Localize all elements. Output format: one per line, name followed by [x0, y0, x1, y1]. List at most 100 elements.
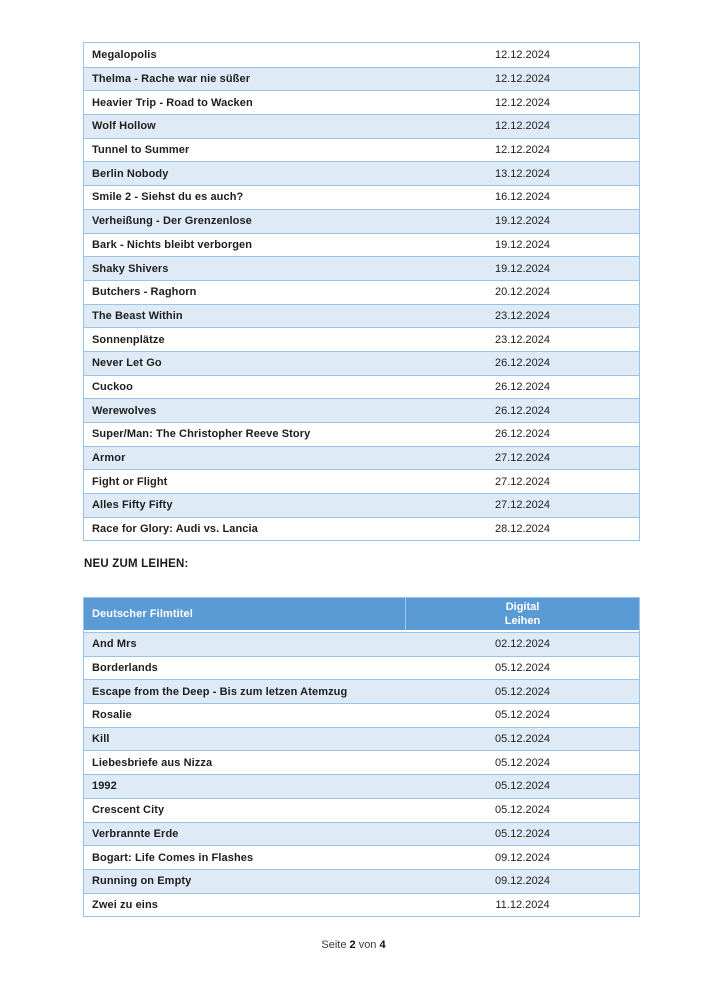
- footer-page-label: Seite: [321, 939, 347, 951]
- film-title: Rosalie: [92, 709, 132, 722]
- release-date: 13.12.2024: [494, 167, 551, 180]
- film-title: Smile 2 - Siehst du es auch?: [92, 191, 244, 204]
- release-date: 05.12.2024: [494, 709, 551, 722]
- rental-table: Deutscher Filmtitel Digital Leihen And M…: [83, 597, 640, 918]
- table-row: Thelma - Rache war nie süßer 12.12.2024: [84, 66, 639, 91]
- table-row: Cuckoo 26.12.2024: [84, 374, 639, 399]
- film-title: 1992: [92, 780, 117, 793]
- table-row: Smile 2 - Siehst du es auch? 16.12.2024: [84, 185, 639, 209]
- film-title: Tunnel to Summer: [92, 144, 190, 157]
- table-row: And Mrs 02.12.2024: [84, 632, 639, 656]
- table-row: The Beast Within 23.12.2024: [84, 303, 639, 328]
- release-date: 26.12.2024: [494, 428, 551, 441]
- film-title: Verheißung - Der Grenzenlose: [92, 215, 252, 228]
- release-date: 05.12.2024: [494, 780, 551, 793]
- table-row: Race for Glory: Audi vs. Lancia 28.12.202…: [84, 516, 639, 541]
- table-row: Zwei zu eins 11.12.2024: [84, 892, 639, 917]
- release-dates-table: Megalopolis 12.12.2024 Thelma - Rache war …: [83, 42, 640, 542]
- film-title: Bogart: Life Comes in Flashes: [92, 851, 254, 864]
- release-date: 12.12.2024: [494, 48, 551, 61]
- release-date: 27.12.2024: [494, 499, 551, 512]
- release-date: 02.12.2024: [494, 638, 551, 651]
- table-row: Kill 05.12.2024: [84, 726, 639, 751]
- film-title: Super/Man: The Christopher Reeve Story: [92, 428, 311, 441]
- release-date: 16.12.2024: [494, 191, 551, 204]
- film-title: Running on Empty: [92, 875, 192, 888]
- release-date: 26.12.2024: [494, 380, 551, 393]
- table-row: Wolf Hollow 12.12.2024: [84, 114, 639, 138]
- table-row: Fight or Flight 27.12.2024: [84, 469, 639, 494]
- table-row: Alles Fifty Fifty 27.12.2024: [84, 493, 639, 517]
- release-date: 05.12.2024: [494, 685, 551, 698]
- column-header-digital-line2: Leihen: [504, 615, 541, 627]
- release-date: 05.12.2024: [494, 827, 551, 840]
- table-row: Verbrannte Erde 05.12.2024: [84, 821, 639, 846]
- table-row: Super/Man: The Christopher Reeve Story 26…: [84, 422, 639, 446]
- release-date: 19.12.2024: [494, 215, 551, 228]
- release-date: 19.12.2024: [494, 262, 551, 275]
- film-title: Never Let Go: [92, 357, 162, 370]
- table-row: Running on Empty 09.12.2024: [84, 868, 639, 893]
- release-date: 11.12.2024: [495, 898, 550, 911]
- film-title: Fight or Flight: [92, 475, 168, 488]
- film-title: Butchers - Raghorn: [92, 286, 197, 299]
- film-title: Alles Fifty Fifty: [92, 499, 173, 512]
- film-title: Liebesbriefe aus Nizza: [92, 756, 213, 769]
- page-footer: Seite 2 von 4: [0, 939, 707, 951]
- release-date: 19.12.2024: [494, 238, 551, 251]
- table-row: Bark - Nichts bleibt verborgen 19.12.2024: [84, 232, 639, 257]
- table-row: Heavier Trip - Road to Wacken 12.12.2024: [84, 90, 639, 115]
- table-row: Borderlands 05.12.2024: [84, 655, 639, 680]
- film-title: Escape from the Deep - Bis zum letzen At…: [92, 685, 348, 698]
- table-row: Butchers - Raghorn 20.12.2024: [84, 279, 639, 304]
- release-date: 05.12.2024: [494, 804, 551, 817]
- film-title: And Mrs: [92, 638, 137, 651]
- film-title: Shaky Shivers: [92, 262, 169, 275]
- rental-table-body: And Mrs 02.12.2024 Borderlands 05.12.2024 Es…: [84, 632, 639, 917]
- rental-table-header: Deutscher Filmtitel Digital Leihen: [84, 598, 639, 632]
- table-row: Bogart: Life Comes in Flashes 09.12.2024: [84, 845, 639, 869]
- footer-total-pages: 4: [379, 939, 386, 951]
- film-title: Crescent City: [92, 804, 165, 817]
- release-date: 23.12.2024: [494, 333, 551, 346]
- film-title: Borderlands: [92, 662, 158, 675]
- release-date: 09.12.2024: [494, 851, 551, 864]
- release-date: 05.12.2024: [494, 756, 551, 769]
- film-title: Bark - Nichts bleibt verborgen: [92, 238, 253, 251]
- table-row: Werewolves 26.12.2024: [84, 398, 639, 422]
- release-date: 12.12.2024: [494, 120, 551, 133]
- release-date: 12.12.2024: [494, 96, 551, 109]
- release-date: 26.12.2024: [494, 404, 551, 417]
- table-row: Escape from the Deep - Bis zum letzen At…: [84, 679, 639, 704]
- film-title: The Beast Within: [92, 309, 183, 322]
- release-date: 12.12.2024: [494, 73, 551, 86]
- film-title: Verbrannte Erde: [92, 827, 179, 840]
- table-row: Never Let Go 26.12.2024: [84, 350, 639, 375]
- table-row: Tunnel to Summer 12.12.2024: [84, 137, 639, 162]
- film-title: Sonnenplätze: [92, 333, 165, 346]
- section-heading: NEU ZUM LEIHEN:: [84, 558, 189, 570]
- table-row: Sonnenplätze 23.12.2024: [84, 327, 639, 351]
- film-title: Cuckoo: [92, 380, 133, 393]
- release-date: 20.12.2024: [494, 286, 551, 299]
- release-date: 26.12.2024: [494, 357, 551, 370]
- release-date: 12.12.2024: [494, 144, 551, 157]
- film-title: Megalopolis: [92, 48, 157, 61]
- release-date: 28.12.2024: [494, 523, 551, 536]
- table-row: Armor 27.12.2024: [84, 445, 639, 470]
- film-title: Wolf Hollow: [92, 120, 156, 133]
- release-date: 27.12.2024: [494, 475, 551, 488]
- table-row: Shaky Shivers 19.12.2024: [84, 256, 639, 280]
- film-title: Zwei zu eins: [92, 898, 158, 911]
- film-title: Thelma - Rache war nie süßer: [92, 73, 251, 86]
- table-row: Verheißung - Der Grenzenlose 19.12.2024: [84, 208, 639, 233]
- release-date: 09.12.2024: [494, 875, 551, 888]
- table-row: Megalopolis 12.12.2024: [84, 43, 639, 67]
- film-title: Heavier Trip - Road to Wacken: [92, 96, 253, 109]
- film-title: Berlin Nobody: [92, 167, 169, 180]
- table-row: Liebesbriefe aus Nizza 05.12.2024: [84, 750, 639, 775]
- table-row: 1992 05.12.2024: [84, 774, 639, 798]
- film-title: Werewolves: [92, 404, 157, 417]
- footer-separator: von: [358, 939, 377, 951]
- release-date: 27.12.2024: [494, 452, 551, 465]
